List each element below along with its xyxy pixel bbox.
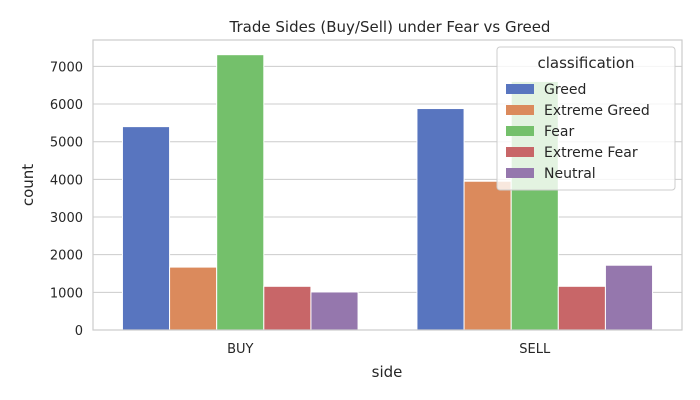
y-tick-labels: 0 1000 2000 3000 4000 5000 6000 7000 [50,60,83,339]
legend-label: Extreme Fear [544,145,638,161]
bar-greed-buy [121,126,171,331]
legend-label: Fear [544,124,574,140]
legend-items: Greed Extreme Greed Fear Extreme Fear Neutra… [506,82,650,182]
bar-extreme-fear-buy [263,285,312,331]
x-tick-label: BUY [227,342,253,357]
legend: classification Greed Extreme Greed Fear Ext… [496,46,676,191]
legend-label: Neutral [544,166,596,182]
legend-label: Extreme Greed [544,103,650,119]
legend-swatch-neutral [506,168,534,178]
x-axis-label: side [372,363,403,381]
bar-extreme-greed-sell [463,180,512,331]
y-tick-label: 3000 [50,211,83,226]
plot-frame [92,39,683,331]
y-tick-label: 6000 [50,98,83,113]
bar-extreme-fear-sell [557,285,606,331]
legend-frame [496,46,676,191]
bar-extreme-greed-buy [169,266,218,331]
bar-greed-sell [416,108,465,331]
x-tick-label: SELL [519,342,551,357]
bars [121,54,654,331]
legend-swatch-greed [506,84,534,94]
y-axis-label: count [19,164,37,206]
bar-neutral-buy [310,291,359,331]
y-tick-label: 4000 [50,173,83,188]
chart-title: Trade Sides (Buy/Sell) under Fear vs Gre… [229,18,551,36]
x-tick-labels: BUY SELL [227,342,551,357]
bar-fear-buy [216,54,265,331]
legend-title: classification [537,54,634,72]
y-tick-label: 7000 [50,60,83,75]
y-tick-label: 5000 [50,136,83,151]
legend-label: Greed [544,82,586,98]
y-tick-label: 2000 [50,249,83,264]
y-tick-label: 0 [75,324,83,339]
legend-swatch-fear [506,126,534,136]
legend-swatch-extreme-greed [506,105,534,115]
bar-neutral-sell [604,264,654,331]
y-tick-label: 1000 [50,286,83,301]
legend-swatch-extreme-fear [506,147,534,157]
